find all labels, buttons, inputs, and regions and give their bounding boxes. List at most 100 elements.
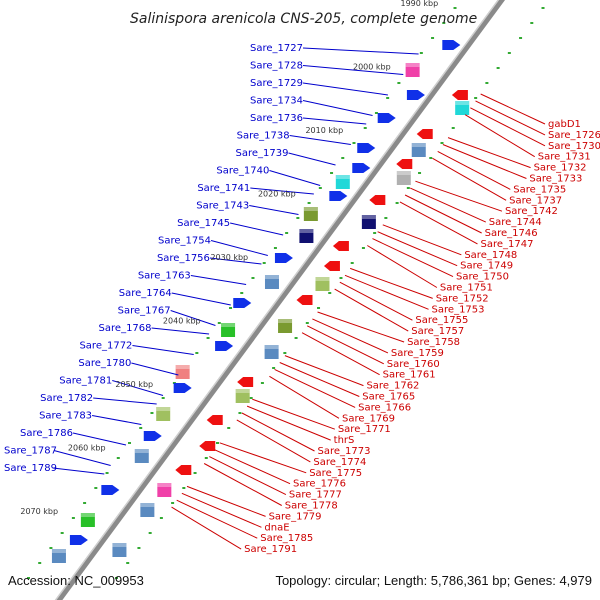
reverse-tick-track	[373, 232, 377, 234]
reverse-gene-label[interactable]: Sare_1731	[538, 152, 591, 163]
forward-gene-label[interactable]: Sare_1738	[237, 131, 290, 142]
reverse-gene-label[interactable]: Sare_1759	[391, 348, 444, 359]
forward-gene-label[interactable]: Sare_1783	[39, 411, 92, 422]
reverse-gene-label[interactable]: Sare_1726	[548, 130, 600, 141]
reverse-gene-label[interactable]: Sare_1753	[432, 304, 485, 315]
reverse-gene-label[interactable]: Sare_1757	[411, 326, 464, 337]
forward-gene-leader-line	[302, 65, 404, 75]
reverse-gene-label[interactable]: Sare_1755	[415, 315, 468, 326]
reverse-gene-label[interactable]: Sare_1744	[489, 217, 542, 228]
scale-label: 2000 kbp	[353, 63, 391, 72]
forward-gene-label[interactable]: Sare_1772	[79, 341, 132, 352]
reverse-gene-label[interactable]: Sare_1751	[440, 283, 493, 294]
scale-label: 2050 kbp	[115, 380, 153, 389]
reverse-gene-label[interactable]: Sare_1776	[293, 479, 346, 490]
forward-gene-label[interactable]: Sare_1743	[196, 201, 249, 212]
reverse-gene-label[interactable]: Sare_1761	[383, 370, 436, 381]
reverse-gene-label[interactable]: Sare_1742	[505, 206, 558, 217]
gene-block	[80, 513, 95, 527]
forward-tick-track	[330, 172, 334, 174]
reverse-gene-label[interactable]: Sare_1769	[342, 413, 395, 424]
reverse-gene-leader-line	[475, 100, 546, 136]
reverse-tick-track	[406, 187, 410, 189]
reverse-gene-leader-line	[382, 224, 462, 256]
reverse-tick-track	[507, 52, 511, 54]
forward-gene-label[interactable]: Sare_1756	[157, 253, 210, 264]
reverse-gene-label[interactable]: Sare_1775	[309, 468, 362, 479]
forward-gene-label[interactable]: Sare_1786	[20, 428, 73, 439]
forward-gene-label[interactable]: Sare_1754	[158, 236, 211, 247]
forward-tick-track	[116, 457, 120, 459]
forward-gene-label[interactable]: Sare_1745	[177, 218, 230, 229]
reverse-gene-leader-line	[252, 398, 336, 430]
forward-gene-label[interactable]: Sare_1729	[250, 78, 303, 89]
reverse-gene-label[interactable]: Sare_1749	[460, 261, 513, 272]
reverse-gene-label[interactable]: gabD1	[548, 119, 581, 130]
reverse-gene-arrow	[237, 377, 254, 387]
reverse-gene-label[interactable]: Sare_1758	[407, 337, 460, 348]
forward-gene-label[interactable]: Sare_1768	[99, 323, 152, 334]
forward-gene-leader-line	[289, 135, 351, 145]
forward-gene-label[interactable]: Sare_1763	[138, 271, 191, 282]
reverse-gene-arrow	[199, 441, 216, 451]
reverse-gene-label[interactable]: Sare_1773	[318, 446, 371, 457]
reverse-gene-label[interactable]: Sare_1765	[362, 392, 415, 403]
reverse-tick-track	[485, 82, 489, 84]
reverse-gene-label[interactable]: Sare_1779	[269, 511, 322, 522]
forward-gene-label[interactable]: Sare_1739	[236, 148, 289, 159]
reverse-tick-track	[260, 382, 264, 384]
reverse-gene-label[interactable]: Sare_1732	[534, 163, 587, 174]
forward-gene-label[interactable]: Sare_1781	[59, 376, 112, 387]
forward-gene-label[interactable]: Sare_1767	[118, 306, 171, 317]
forward-gene-label[interactable]: Sare_1782	[40, 393, 93, 404]
forward-gene-label[interactable]: Sare_1787	[4, 446, 57, 457]
reverse-gene-label[interactable]: Sare_1752	[436, 293, 489, 304]
reverse-gene-label[interactable]: Sare_1766	[358, 402, 411, 413]
reverse-tick-track	[238, 412, 242, 414]
reverse-gene-label[interactable]: Sare_1791	[244, 544, 297, 555]
reverse-gene-label[interactable]: Sare_1785	[260, 533, 313, 544]
reverse-gene-label[interactable]: Sare_1760	[387, 359, 440, 370]
forward-gene-label[interactable]: Sare_1728	[250, 61, 303, 72]
forward-gene-label[interactable]: Sare_1764	[119, 288, 172, 299]
scale-label: 2070 kbp	[20, 507, 58, 516]
forward-gene-arrow	[352, 163, 371, 173]
reverse-gene-label[interactable]: Sare_1746	[485, 228, 538, 239]
reverse-gene-label[interactable]: Sare_1777	[289, 490, 342, 501]
reverse-gene-leader-line	[236, 419, 311, 463]
forward-gene-label[interactable]: Sare_1736	[250, 113, 303, 124]
reverse-tick-track	[272, 367, 276, 369]
genome-backbone	[54, 0, 506, 600]
forward-gene-label[interactable]: Sare_1740	[216, 166, 269, 177]
reverse-gene-label[interactable]: Sare_1771	[338, 424, 391, 435]
reverse-tick-track	[305, 322, 309, 324]
reverse-gene-label[interactable]: Sare_1778	[285, 501, 338, 512]
reverse-gene-label[interactable]: dnaE	[264, 522, 289, 533]
forward-tick-track	[26, 577, 30, 579]
genome-backbone-highlight	[54, 0, 500, 600]
reverse-gene-label[interactable]: thrS	[334, 435, 355, 446]
reverse-gene-label[interactable]: Sare_1774	[313, 457, 366, 468]
reverse-gene-label[interactable]: Sare_1733	[529, 174, 582, 185]
forward-gene-label[interactable]: Sare_1734	[250, 96, 303, 107]
reverse-gene-label[interactable]: Sare_1737	[509, 195, 562, 206]
forward-tick-track	[318, 187, 322, 189]
forward-gene-leader-line	[72, 432, 127, 446]
gene-block	[264, 345, 279, 359]
scale-label: 2030 kbp	[210, 253, 248, 262]
reverse-gene-label[interactable]: Sare_1747	[480, 239, 533, 250]
forward-gene-label[interactable]: Sare_1727	[250, 43, 303, 54]
reverse-gene-label[interactable]: Sare_1750	[456, 272, 509, 283]
forward-gene-arrow	[173, 383, 192, 393]
reverse-gene-label[interactable]: Sare_1762	[366, 381, 419, 392]
reverse-gene-label[interactable]: Sare_1748	[464, 250, 517, 261]
reverse-gene-label[interactable]: Sare_1730	[548, 141, 600, 152]
forward-gene-label[interactable]: Sare_1780	[78, 358, 131, 369]
reverse-gene-label[interactable]: Sare_1735	[513, 184, 566, 195]
reverse-tick-track	[339, 277, 343, 279]
reverse-gene-leader-line	[377, 231, 458, 267]
reverse-gene-leader-line	[214, 449, 291, 485]
forward-gene-label[interactable]: Sare_1741	[197, 183, 250, 194]
forward-gene-label[interactable]: Sare_1789	[4, 463, 57, 474]
reverse-gene-leader-line	[470, 107, 546, 147]
